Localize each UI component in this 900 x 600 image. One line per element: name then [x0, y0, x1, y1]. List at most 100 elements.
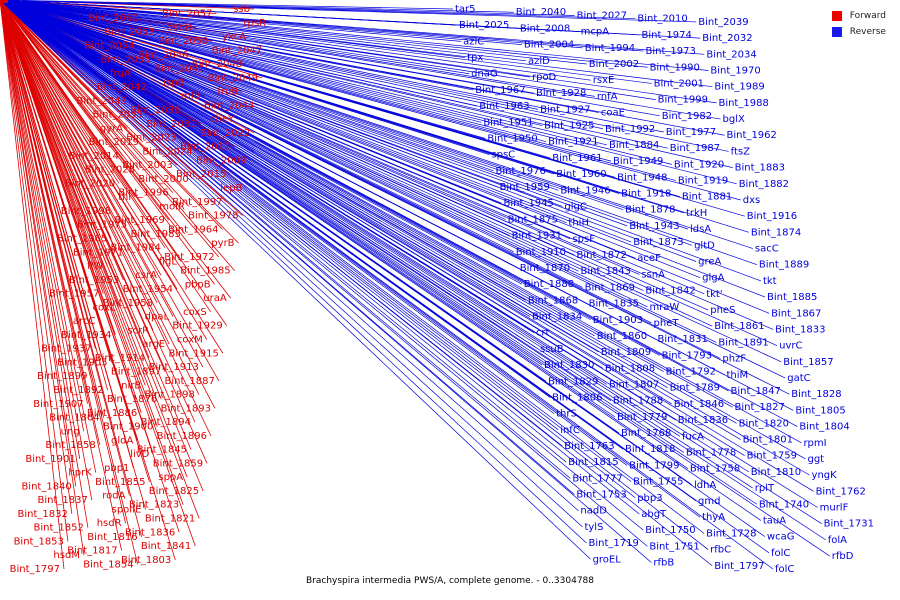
forward-gene-label: Bint_2050	[158, 36, 208, 47]
reverse-gene-label: Bint_1806	[552, 392, 602, 403]
reverse-gene-label: Bint_1779	[617, 412, 667, 423]
forward-gene-label: Bint_1864	[49, 413, 99, 424]
reverse-gene-label: nadD	[580, 506, 607, 517]
forward-leader	[0, 0, 93, 501]
forward-gene-label: Bint_1821	[145, 514, 195, 525]
reverse-gene-label: Bint_1818	[625, 444, 675, 455]
reverse-leader	[0, 0, 802, 444]
forward-leader	[0, 0, 232, 299]
reverse-leader	[0, 0, 713, 88]
forward-gene-label: rodA	[102, 491, 125, 502]
reverse-gene-label: gatC	[787, 373, 810, 384]
reverse-gene-label: Bint_1836	[678, 415, 728, 426]
reverse-gene-label: Bint_1843	[581, 266, 631, 277]
reverse-gene-label: rpoD	[532, 72, 557, 83]
forward-leader	[0, 0, 184, 505]
tick-label: 2250 kbp	[0, 0, 24, 2]
forward-gene-label: argE	[142, 339, 165, 350]
reverse-gene-label: tkt	[763, 276, 777, 287]
reverse-gene-label: Bint_1778	[686, 447, 736, 458]
reverse-gene-label: rfbD	[832, 551, 854, 562]
legend-forward-label: Forward	[849, 11, 886, 21]
forward-gene-label: coxL	[93, 302, 116, 313]
reverse-leader	[0, 0, 814, 492]
reverse-gene-label: Bint_1869	[585, 282, 635, 293]
reverse-gene-label: Bint_2002	[589, 59, 639, 70]
map-caption: Brachyspira intermedia PWS/A, complete g…	[305, 576, 595, 586]
reverse-gene-label: Bint_1830	[544, 360, 594, 371]
forward-gene-label: Bint_1934	[61, 330, 111, 341]
forward-gene-label: Bint_1964	[168, 224, 218, 235]
forward-leader	[0, 0, 186, 235]
reverse-gene-label: Bint_1918	[621, 189, 671, 200]
reverse-gene-label: Bint_1921	[548, 137, 598, 148]
reverse-gene-label: trkH	[686, 208, 707, 219]
forward-gene-label: Bint_1953	[69, 275, 119, 286]
reverse-gene-label: Bint_1990	[650, 62, 700, 73]
reverse-leader	[0, 0, 705, 55]
forward-gene-label: Bint_1886	[87, 408, 137, 419]
reverse-gene-label: Bint_1949	[613, 156, 663, 167]
reverse-leader	[0, 0, 762, 521]
reverse-gene-label: Bint_1920	[674, 159, 724, 170]
reverse-gene-label: Bint_1875	[508, 214, 558, 225]
reverse-leader	[0, 0, 778, 346]
forward-gene-label: scrR	[127, 325, 149, 336]
reverse-gene-label: Bint_1857	[783, 357, 833, 368]
forward-gene-label: Bint_2033	[93, 110, 143, 121]
forward-gene-label: Bint_2036	[130, 105, 180, 116]
reverse-leader	[0, 0, 733, 168]
reverse-gene-label: pbp3	[637, 493, 662, 504]
reverse-gene-label: Bint_1945	[504, 198, 554, 209]
reverse-gene-label: Bint_1804	[799, 422, 849, 433]
reverse-gene-label: Bint_1885	[767, 292, 817, 303]
reverse-leader	[0, 0, 766, 537]
reverse-gene-label: groEL	[593, 554, 622, 565]
reverse-leader	[0, 0, 571, 479]
reverse-leader	[0, 0, 717, 104]
reverse-leader	[0, 0, 806, 460]
reverse-gene-label: gmd	[698, 496, 720, 507]
reverse-leader	[0, 0, 745, 217]
reverse-gene-label: Bint_1861	[714, 321, 764, 332]
reverse-gene-label: Bint_1751	[649, 541, 699, 552]
forward-leader	[0, 0, 216, 409]
reverse-leader	[0, 0, 810, 476]
reverse-gene-label: Bint_1860	[597, 331, 647, 342]
forward-gene-label: sppA	[158, 472, 183, 483]
forward-swatch	[831, 11, 842, 21]
forward-gene-label: Bint_2011	[180, 142, 230, 153]
forward-leader	[0, 0, 139, 565]
reverse-leader	[0, 0, 664, 372]
forward-gene-label: Bint_2003	[122, 160, 172, 171]
reverse-gene-label: Bint_2040	[516, 7, 566, 18]
reverse-gene-label: Bint_1799	[629, 460, 679, 471]
tick-label: 2350 kbp	[0, 0, 24, 2]
reverse-leader	[0, 0, 648, 68]
forward-leader	[0, 0, 69, 542]
forward-gene-label: Bint_1825	[149, 486, 199, 497]
forward-gene-label: rpsR	[243, 18, 266, 29]
reverse-gene-label: Bint_1847	[730, 386, 780, 397]
reverse-leader	[0, 0, 526, 62]
forward-gene-label: Bint_2020	[65, 178, 115, 189]
reverse-gene-label: Bint_1891	[718, 337, 768, 348]
forward-gene-label: Bint_1998	[61, 206, 111, 217]
reverse-gene-label: Bint_1959	[500, 182, 550, 193]
forward-gene-label: gyrA	[100, 123, 123, 134]
forward-leader	[0, 0, 81, 459]
reverse-gene-label: ggt	[807, 454, 824, 465]
forward-leader	[0, 0, 235, 271]
forward-gene-label: hsdM	[53, 550, 80, 561]
reverse-leader	[0, 0, 741, 201]
forward-gene-label: cheY	[210, 114, 235, 125]
forward-gene-label: Bint_1853	[14, 536, 64, 547]
reverse-gene-label: Bint_1870	[520, 263, 570, 274]
tick-label: 2150 kbp	[0, 0, 24, 2]
reverse-leader	[0, 0, 668, 389]
forward-gene-label: spoIIE	[112, 504, 142, 515]
reverse-gene-label: thrS	[556, 409, 577, 420]
forward-labels: ssb Bint_2057 Bint_2060 rpsR dsbD Bint_2053 yx…	[10, 4, 266, 575]
forward-gene-label: Bint_1978	[188, 211, 238, 222]
reverse-gene-label: wcaG	[767, 532, 795, 543]
